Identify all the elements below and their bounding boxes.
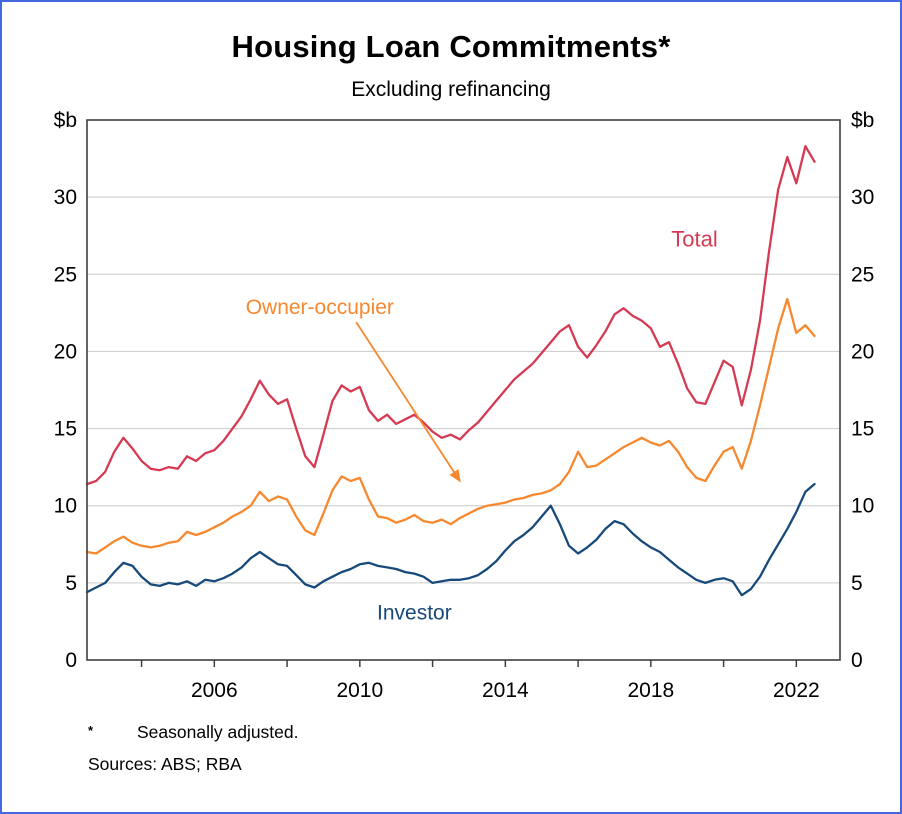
plot-frame [86, 119, 841, 661]
chart-subtitle: Excluding refinancing [351, 78, 551, 101]
footnote-line: * Seasonally adjusted. [88, 722, 299, 743]
y-tick-label-left: 15 [54, 418, 77, 441]
x-tick-label: 2022 [773, 679, 820, 702]
series-line-owner-occupier [85, 297, 816, 555]
y-tick-label-right: 0 [851, 649, 863, 672]
y-tick-label-right: 25 [851, 263, 874, 286]
annotation-owner-occupier: Owner-occupier [246, 296, 394, 319]
y-tick-label-left: 0 [65, 649, 77, 672]
y-tick-label-left: 10 [54, 495, 77, 518]
footnotes: * Seasonally adjusted. Sources: ABS; RBA [88, 722, 299, 775]
annotation-investor: Investor [377, 602, 452, 625]
series-line-total [85, 145, 816, 486]
y-tick-label-left: 30 [54, 186, 77, 209]
x-tick-label: 2010 [336, 679, 383, 702]
y-tick-label-left: 5 [65, 572, 77, 595]
y-tick-label-right: 30 [851, 186, 874, 209]
y-tick-label-right: 20 [851, 340, 874, 363]
x-tick-label: 2006 [191, 679, 238, 702]
y-tick-label-right: 15 [851, 418, 874, 441]
unit-label-right: $b [851, 109, 874, 132]
series-line-investor [85, 482, 816, 597]
x-tick-label: 2018 [627, 679, 674, 702]
footnote-text: Seasonally adjusted. [137, 722, 299, 742]
x-tick-label: 2014 [482, 679, 529, 702]
unit-label-left: $b [54, 109, 77, 132]
sources-text: Sources: ABS; RBA [88, 754, 242, 774]
chart-title: Housing Loan Commitments* [231, 29, 671, 64]
y-tick-label-right: 10 [851, 495, 874, 518]
y-tick-label-right: 5 [851, 572, 863, 595]
y-tick-label-left: 25 [54, 263, 77, 286]
annotation-arrow [355, 321, 461, 483]
footnote-marker: * [88, 723, 94, 738]
y-tick-label-left: 20 [54, 340, 77, 363]
annotation-total: Total [671, 227, 717, 252]
